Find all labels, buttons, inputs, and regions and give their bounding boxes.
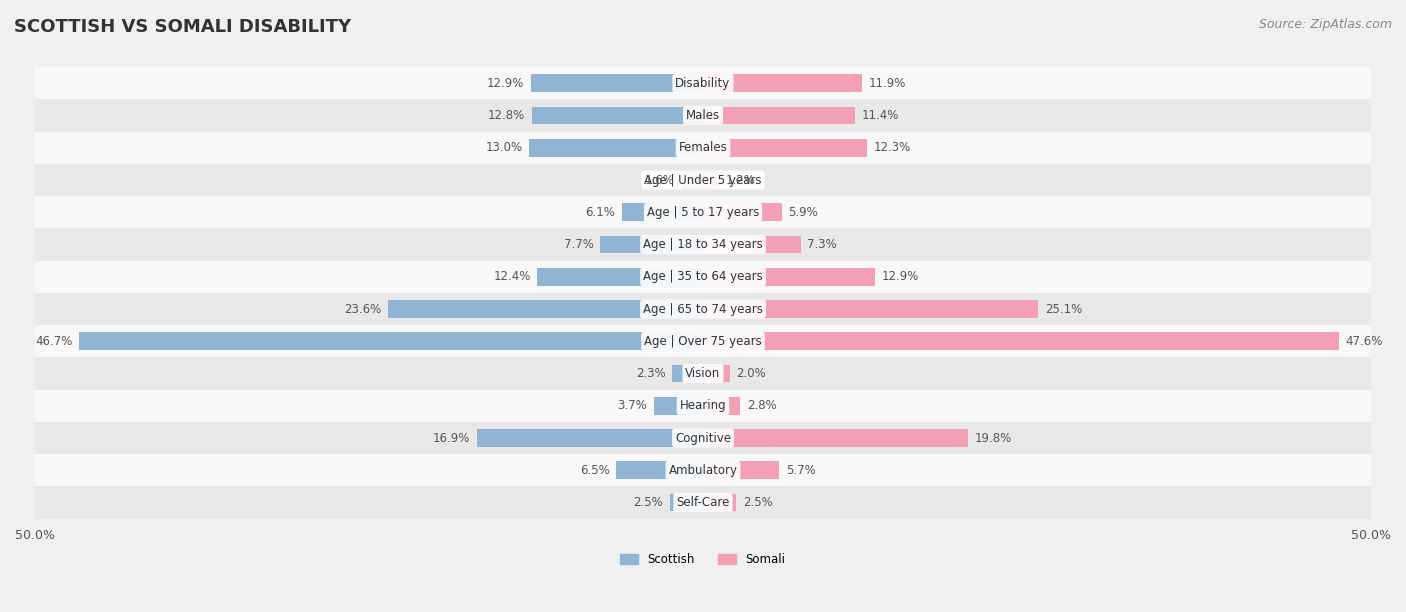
Bar — [703, 75, 862, 92]
Text: 2.3%: 2.3% — [636, 367, 665, 380]
Text: 11.4%: 11.4% — [862, 109, 900, 122]
Text: 2.8%: 2.8% — [747, 399, 778, 412]
Text: 46.7%: 46.7% — [35, 335, 72, 348]
Text: 19.8%: 19.8% — [974, 431, 1011, 444]
Text: Age | 18 to 34 years: Age | 18 to 34 years — [643, 238, 763, 251]
Text: 1.6%: 1.6% — [645, 174, 675, 187]
Bar — [703, 429, 967, 447]
Bar — [703, 139, 868, 157]
Text: 2.0%: 2.0% — [737, 367, 766, 380]
Bar — [35, 422, 1371, 454]
Bar — [703, 106, 855, 124]
Text: SCOTTISH VS SOMALI DISABILITY: SCOTTISH VS SOMALI DISABILITY — [14, 18, 352, 36]
Text: 16.9%: 16.9% — [433, 431, 471, 444]
Text: 25.1%: 25.1% — [1045, 302, 1083, 316]
Text: 47.6%: 47.6% — [1346, 335, 1384, 348]
Bar — [682, 171, 703, 189]
Text: 2.5%: 2.5% — [633, 496, 662, 509]
Bar — [35, 454, 1371, 487]
Legend: Scottish, Somali: Scottish, Somali — [616, 548, 790, 571]
Bar — [35, 261, 1371, 293]
Bar — [388, 300, 703, 318]
Text: Age | 65 to 74 years: Age | 65 to 74 years — [643, 302, 763, 316]
Bar — [703, 332, 1339, 350]
Text: 12.8%: 12.8% — [488, 109, 526, 122]
Bar — [703, 494, 737, 512]
Bar — [616, 461, 703, 479]
Bar — [35, 390, 1371, 422]
Text: 7.7%: 7.7% — [564, 238, 593, 251]
Bar — [654, 397, 703, 415]
Text: Males: Males — [686, 109, 720, 122]
Bar — [703, 397, 741, 415]
Text: Hearing: Hearing — [679, 399, 727, 412]
Bar — [530, 75, 703, 92]
Bar — [529, 139, 703, 157]
Text: Age | 5 to 17 years: Age | 5 to 17 years — [647, 206, 759, 219]
Text: Age | Under 5 years: Age | Under 5 years — [644, 174, 762, 187]
Text: Self-Care: Self-Care — [676, 496, 730, 509]
Text: 3.7%: 3.7% — [617, 399, 647, 412]
Bar — [621, 203, 703, 221]
Text: 12.3%: 12.3% — [875, 141, 911, 154]
Text: Age | Over 75 years: Age | Over 75 years — [644, 335, 762, 348]
Bar — [672, 365, 703, 382]
Text: Source: ZipAtlas.com: Source: ZipAtlas.com — [1258, 18, 1392, 31]
Text: 13.0%: 13.0% — [485, 141, 523, 154]
Text: Females: Females — [679, 141, 727, 154]
Text: Vision: Vision — [685, 367, 721, 380]
Text: 5.7%: 5.7% — [786, 464, 815, 477]
Text: 23.6%: 23.6% — [344, 302, 381, 316]
Bar — [79, 332, 703, 350]
Text: 12.4%: 12.4% — [494, 271, 530, 283]
Bar — [35, 164, 1371, 196]
Bar — [35, 132, 1371, 164]
Bar — [703, 236, 800, 253]
Text: Disability: Disability — [675, 77, 731, 90]
Bar — [703, 171, 718, 189]
Text: Age | 35 to 64 years: Age | 35 to 64 years — [643, 271, 763, 283]
Bar — [703, 461, 779, 479]
Bar — [35, 325, 1371, 357]
Text: Cognitive: Cognitive — [675, 431, 731, 444]
Text: 7.3%: 7.3% — [807, 238, 837, 251]
Bar — [35, 67, 1371, 99]
Bar — [35, 357, 1371, 390]
Bar — [703, 268, 876, 286]
Bar — [600, 236, 703, 253]
Text: 1.2%: 1.2% — [725, 174, 755, 187]
Bar — [669, 494, 703, 512]
Bar — [35, 228, 1371, 261]
Bar — [35, 99, 1371, 132]
Text: 12.9%: 12.9% — [882, 271, 920, 283]
Bar — [537, 268, 703, 286]
Bar — [35, 293, 1371, 325]
Bar — [703, 365, 730, 382]
Text: 5.9%: 5.9% — [789, 206, 818, 219]
Bar — [703, 300, 1039, 318]
Bar — [703, 203, 782, 221]
Text: 12.9%: 12.9% — [486, 77, 524, 90]
Text: 2.5%: 2.5% — [744, 496, 773, 509]
Bar — [35, 196, 1371, 228]
Bar — [35, 487, 1371, 518]
Text: Ambulatory: Ambulatory — [668, 464, 738, 477]
Text: 6.5%: 6.5% — [579, 464, 609, 477]
Bar — [531, 106, 703, 124]
Bar — [477, 429, 703, 447]
Text: 11.9%: 11.9% — [869, 77, 905, 90]
Text: 6.1%: 6.1% — [585, 206, 614, 219]
